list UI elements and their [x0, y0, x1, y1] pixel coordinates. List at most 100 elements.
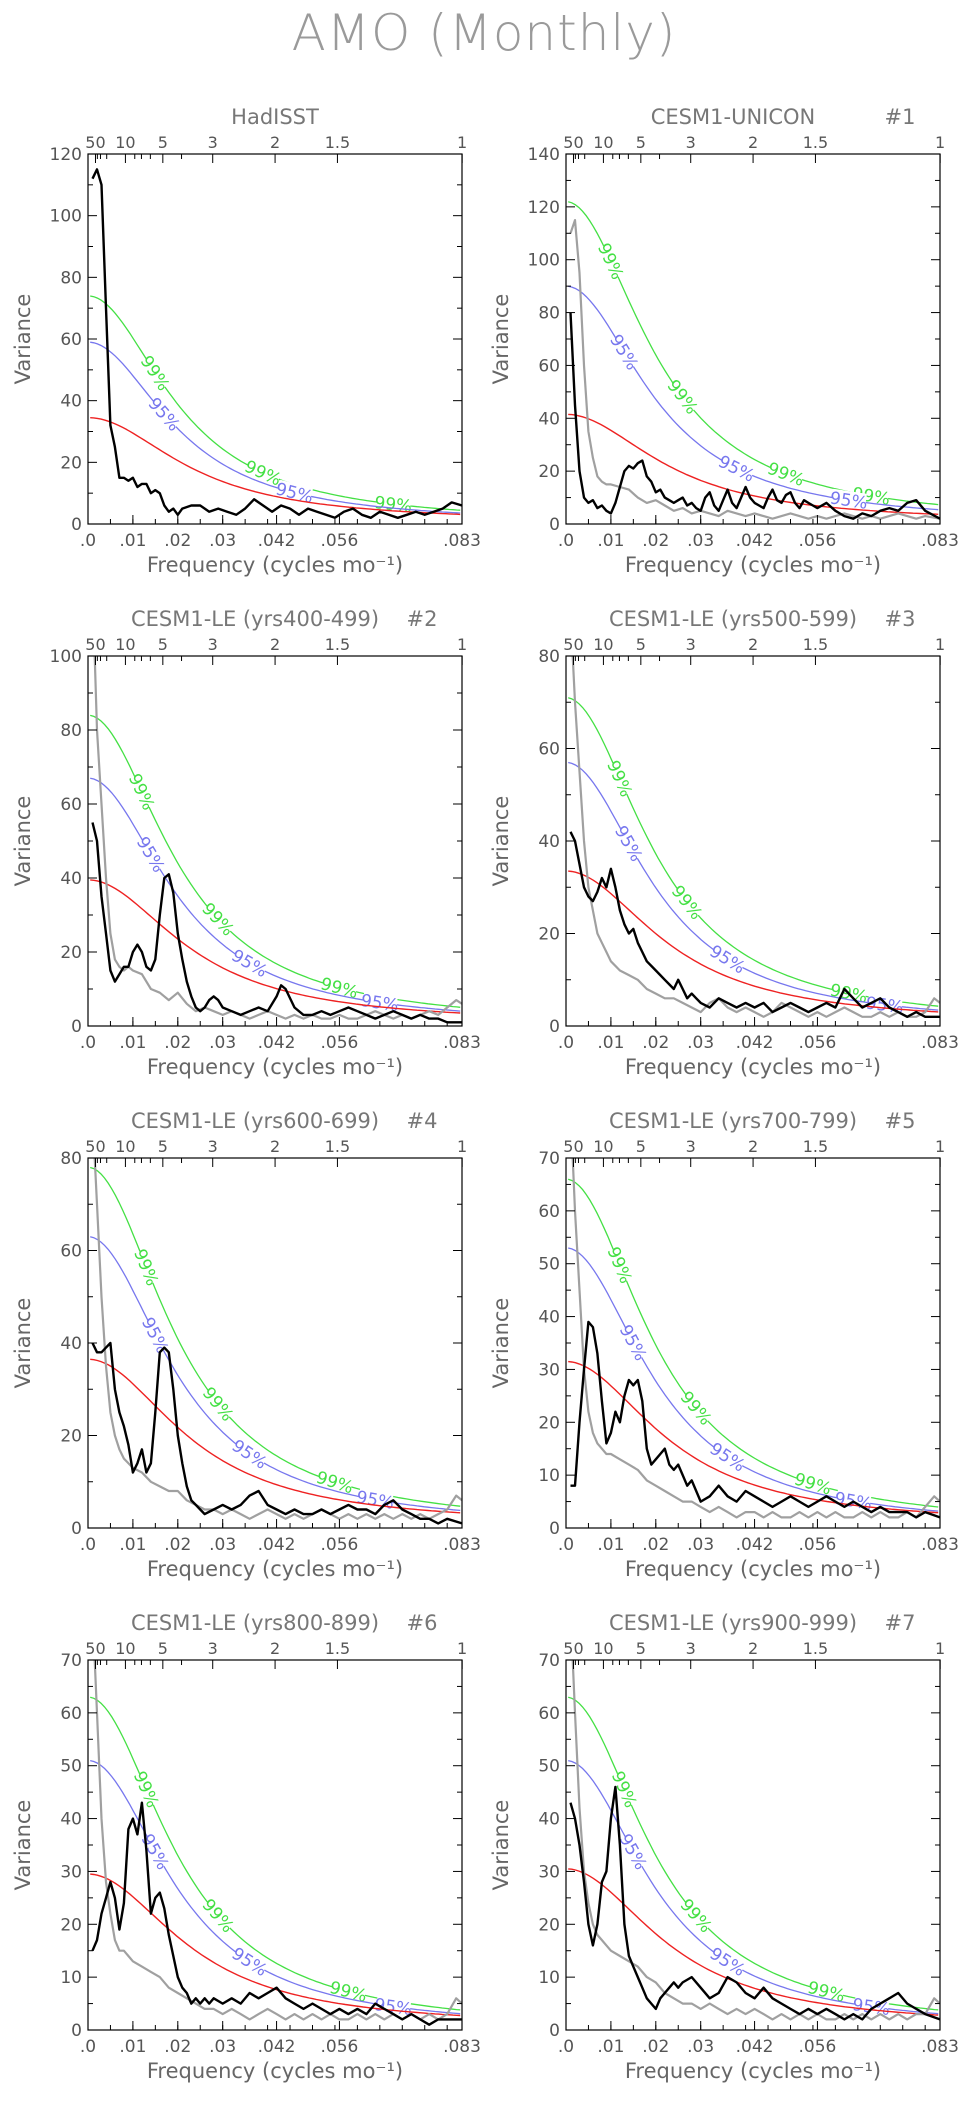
- x-tick-label: .03: [209, 1535, 236, 1555]
- chart-title: CESM1-UNICON: [651, 105, 816, 129]
- significance-label: 99%: [764, 459, 806, 491]
- period-tick-label: 1.5: [325, 635, 350, 654]
- ensemble-spectrum-line: [93, 656, 462, 1020]
- period-tick-label: 5: [158, 1639, 168, 1658]
- chart-panel-5: 99%99%99%95%95%95%020406080.0.01.02.03.0…: [11, 1109, 481, 1581]
- red-noise-curve: [90, 417, 461, 516]
- significance-label: 95%: [132, 834, 169, 877]
- y-tick-label: 0: [549, 1519, 560, 1539]
- x-tick-label: .03: [687, 2037, 714, 2057]
- x-tick-label: .083: [443, 1535, 481, 1555]
- significance-label: 99%: [198, 1895, 238, 1937]
- red-noise-curve: [90, 1873, 461, 2017]
- significance-label: 95%: [706, 1944, 749, 1981]
- y-tick-label: 80: [60, 268, 82, 288]
- period-tick-label: 1: [935, 1137, 945, 1156]
- x-tick-label: .083: [921, 531, 959, 551]
- period-tick-label: 2: [270, 1137, 280, 1156]
- x-tick-label: .042: [736, 531, 774, 551]
- period-tick-label: 1.5: [803, 635, 828, 654]
- chart-number: #6: [407, 1611, 438, 1635]
- period-tick-label: 5: [158, 133, 168, 152]
- period-tick-label: 10: [593, 1639, 613, 1658]
- significance-label: 99%: [676, 1895, 716, 1937]
- period-tick-label: 50: [85, 635, 105, 654]
- x-axis-label: Frequency (cycles mo⁻¹): [625, 553, 881, 577]
- y-tick-label: 50: [538, 1757, 560, 1777]
- x-tick-label: .056: [320, 531, 358, 551]
- period-tick-label: 1.5: [803, 1137, 828, 1156]
- period-tick-label: 1.5: [803, 133, 828, 152]
- y-axis-label: Variance: [489, 294, 513, 385]
- ensemble-spectrum-line: [93, 1158, 462, 1520]
- x-tick-label: .056: [798, 2037, 836, 2057]
- y-tick-label: 60: [538, 1704, 560, 1724]
- y-tick-label: 40: [538, 1810, 560, 1830]
- significance-label: 95%: [706, 942, 749, 979]
- x-tick-label: .0: [558, 531, 574, 551]
- significance-curve-99: [90, 714, 461, 1008]
- period-tick-label: 3: [686, 635, 696, 654]
- significance-label: 99%: [602, 1244, 635, 1287]
- x-tick-label: .042: [258, 1033, 296, 1053]
- y-tick-label: 60: [538, 1202, 560, 1222]
- y-tick-label: 10: [60, 1968, 82, 1988]
- x-tick-label: .042: [258, 531, 296, 551]
- spectrum-line: [91, 1341, 462, 1525]
- x-tick-label: .0: [558, 2037, 574, 2057]
- x-tick-label: .03: [209, 531, 236, 551]
- red-noise-curve: [568, 1360, 939, 1514]
- y-tick-label: 100: [528, 251, 560, 271]
- chart-number: #2: [407, 607, 438, 631]
- y-tick-label: 0: [71, 2021, 82, 2041]
- x-tick-label: .0: [80, 1033, 96, 1053]
- y-tick-label: 70: [60, 1651, 82, 1671]
- period-tick-label: 2: [270, 1639, 280, 1658]
- x-axis-label: Frequency (cycles mo⁻¹): [147, 553, 403, 577]
- y-tick-label: 60: [538, 356, 560, 376]
- period-tick-label: 50: [563, 1639, 583, 1658]
- period-tick-label: 5: [158, 635, 168, 654]
- chart-title: HadISST: [231, 105, 319, 129]
- x-axis-label: Frequency (cycles mo⁻¹): [147, 1557, 403, 1581]
- ensemble-spectrum-line: [571, 656, 940, 1018]
- y-tick-label: 20: [538, 1413, 560, 1433]
- y-tick-label: 40: [538, 409, 560, 429]
- chart-title: CESM1-LE (yrs600-699): [131, 1109, 379, 1133]
- x-tick-label: .056: [798, 1535, 836, 1555]
- x-tick-label: .0: [80, 531, 96, 551]
- period-tick-label: 1: [457, 1137, 467, 1156]
- y-tick-label: 80: [60, 1149, 82, 1169]
- spectrum-line: [569, 1785, 940, 2021]
- x-tick-label: .042: [258, 2037, 296, 2057]
- period-tick-label: 50: [563, 133, 583, 152]
- y-axis-label: Variance: [11, 1800, 35, 1891]
- x-tick-label: .01: [119, 1535, 146, 1555]
- spectrum-line: [569, 312, 940, 520]
- chart-panel-1: 99%99%99%95%95%020406080100120.0.01.02.0…: [11, 105, 481, 577]
- chart-panel-4: 99%99%99%95%95%95%020406080.0.01.02.03.0…: [489, 607, 959, 1079]
- chart-panel-2: 99%99%99%99%95%95%95%020406080100120140.…: [489, 105, 959, 577]
- significance-label: 95%: [274, 479, 316, 508]
- x-tick-label: .03: [209, 2037, 236, 2057]
- chart-number: #3: [885, 607, 916, 631]
- significance-label: 99%: [129, 1768, 163, 1811]
- x-tick-label: .03: [209, 1033, 236, 1053]
- significance-label: 99%: [124, 771, 158, 814]
- significance-label: 99%: [805, 1978, 847, 2007]
- period-tick-label: 10: [593, 1137, 613, 1156]
- y-tick-label: 10: [538, 1466, 560, 1486]
- y-tick-label: 40: [60, 869, 82, 889]
- x-tick-label: .056: [320, 1535, 358, 1555]
- y-tick-label: 0: [71, 515, 82, 535]
- significance-curve-99: [567, 1178, 939, 1508]
- x-tick-label: .042: [258, 1535, 296, 1555]
- chart-title: CESM1-LE (yrs800-899): [131, 1611, 379, 1635]
- period-tick-label: 1: [935, 635, 945, 654]
- x-tick-label: .042: [736, 2037, 774, 2057]
- x-tick-label: .083: [443, 2037, 481, 2057]
- y-tick-label: 30: [60, 1862, 82, 1882]
- page-title: AMO (Monthly): [291, 4, 677, 62]
- x-tick-label: .01: [597, 1033, 624, 1053]
